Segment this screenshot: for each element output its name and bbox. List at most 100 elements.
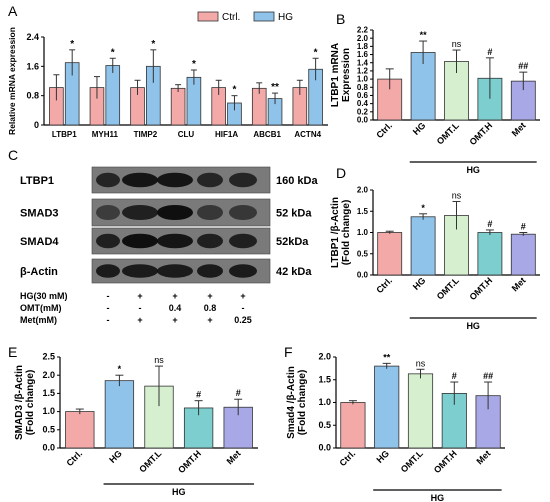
y-tick-label: 2.0 [318, 352, 331, 362]
condition-value: + [207, 315, 212, 325]
y-tick-label: 0.8 [357, 83, 369, 92]
group-label: HG [466, 321, 480, 331]
significance-label: ## [483, 371, 493, 381]
x-tick-label: OMT.H [467, 120, 494, 147]
significance-label: # [487, 219, 492, 229]
condition-value: 0.8 [204, 303, 217, 313]
group-label: HG [466, 165, 480, 175]
x-tick-label: OMT.L [399, 448, 426, 475]
y-axis-label: (Fold change) [25, 370, 36, 436]
condition-label: Met(mM) [20, 315, 57, 325]
band-size: 52 kDa [276, 208, 312, 220]
panel-a-chart: 0 0.8 1.6 2.4 Relative mRNA expression * LTBP1… [7, 11, 328, 139]
significance-label: ** [420, 30, 428, 40]
band-name: LTBP1 [20, 175, 54, 187]
y-tick-label: 1.6 [357, 50, 369, 59]
x-tick-label: Met [474, 448, 492, 466]
y-tick-label: 1.5 [42, 388, 55, 398]
condition-value: + [240, 291, 245, 301]
x-tick-label: HG [374, 448, 391, 465]
condition-value: 0.25 [234, 315, 252, 325]
x-tick-label: OMT.H [176, 448, 203, 475]
significance-label: # [236, 388, 241, 398]
y-tick-label: 0.5 [42, 424, 55, 434]
blot-band [157, 264, 193, 278]
bar [374, 365, 400, 449]
x-tick-label: OMT.H [467, 275, 494, 302]
blot-band [197, 172, 223, 188]
y-axis-label: Relative mRNA expression [7, 27, 17, 135]
significance-label: * [233, 85, 237, 96]
x-tick-label: HIF1A [215, 130, 238, 139]
x-tick-label: HG [107, 448, 124, 465]
panel-letter-e: E [8, 344, 17, 360]
band-size: 52kDa [276, 236, 309, 248]
y-tick-label: 2.0 [357, 186, 369, 195]
condition-label: OMT(mM) [20, 303, 62, 313]
y-tick-label: 0.5 [318, 420, 331, 430]
blot-band [229, 204, 257, 221]
bar [340, 402, 366, 449]
panel-letter-b: B [336, 11, 345, 27]
x-tick-label: HG [411, 120, 428, 137]
y-axis-label: (Fold change) [341, 200, 352, 266]
significance-label: ## [518, 61, 528, 71]
y-tick-label: 2.4 [26, 32, 39, 42]
significance-label: ns [154, 355, 164, 365]
condition-value: 0.4 [169, 303, 182, 313]
bar [477, 232, 503, 276]
y-tick-label: 2.2 [357, 26, 369, 35]
y-tick-label: 1.2 [357, 67, 369, 76]
y-tick-label: 0.5 [357, 249, 369, 258]
group-label: HG [172, 487, 186, 497]
blot-band [229, 264, 257, 278]
x-tick-label: Ctrl. [374, 275, 394, 295]
x-tick-label: OMT.L [137, 448, 164, 475]
significance-label: * [111, 47, 115, 58]
significance-label: * [118, 364, 122, 374]
x-tick-label: TIMP2 [134, 130, 158, 139]
blot-band [229, 233, 257, 249]
condition-label: HG(30 mM) [20, 291, 68, 301]
band-name: β-Actin [20, 266, 58, 278]
group-label: HG [431, 493, 445, 502]
panel-letter-c: C [8, 147, 18, 163]
blot-band [96, 264, 120, 278]
x-tick-label: Met [225, 448, 243, 466]
y-tick-label: 2.5 [42, 352, 55, 362]
blot-band [229, 172, 257, 188]
condition-value: - [107, 315, 110, 325]
blot-band [122, 172, 158, 188]
y-tick-label: 1.4 [357, 58, 369, 67]
significance-label: # [196, 390, 201, 400]
y-axis-label: SMAD3 /β-Actin [14, 365, 25, 440]
x-tick-label: ACTN4 [294, 130, 321, 139]
band-name: SMAD3 [20, 208, 59, 220]
condition-value: + [172, 291, 177, 301]
panel-letter-d: D [336, 165, 346, 181]
blot-band [122, 233, 158, 249]
legend-label: HG [278, 12, 293, 23]
x-tick-label: OMT.H [432, 448, 459, 475]
x-tick-label: Ctrl. [64, 448, 84, 468]
bar [407, 373, 434, 449]
panel-e-chart: 0.0 0.5 1.0 1.5 2.0 2.5 SMAD3 /β-Actin (Fold ch… [14, 352, 258, 497]
bar [104, 380, 135, 449]
x-tick-label: Met [510, 275, 528, 293]
significance-label: ns [416, 358, 426, 368]
bar [105, 65, 121, 126]
condition-value: + [137, 315, 142, 325]
blot-band [96, 233, 120, 249]
bar [510, 233, 536, 276]
y-tick-label: 1.0 [42, 406, 55, 416]
y-tick-label: 1.0 [357, 75, 369, 84]
legend-label: Ctrl. [222, 12, 240, 23]
condition-value: - [107, 303, 110, 313]
y-tick-label: 1.5 [318, 374, 331, 384]
condition-value: + [172, 315, 177, 325]
panel-c-blot: LTBP1 160 kDa SMAD3 52 kDa SMAD4 52kDa β-Actin… [20, 166, 318, 325]
y-tick-label: 0.8 [26, 91, 39, 101]
y-tick-label: 0 [34, 120, 39, 130]
significance-label: # [521, 222, 526, 232]
